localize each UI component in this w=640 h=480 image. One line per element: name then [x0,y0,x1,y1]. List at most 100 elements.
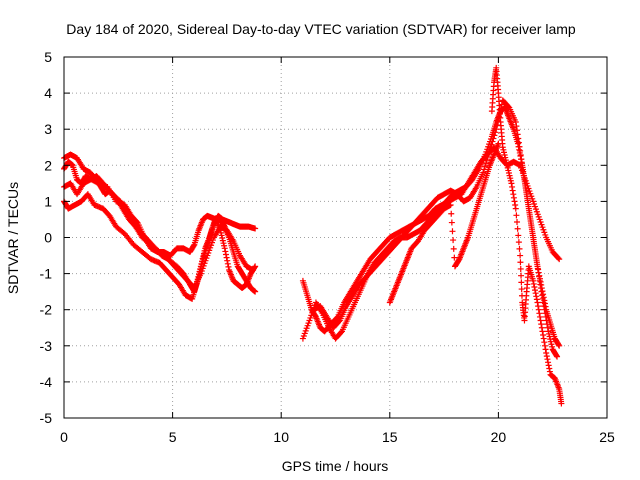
data-point [530,277,537,284]
data-point-interp [527,217,534,224]
data-point [252,288,259,295]
data-point-interp [533,259,540,266]
x-axis-label: GPS time / hours [282,458,389,474]
data-point-interp [555,255,562,262]
data-point-interp [514,219,521,226]
y-tick-labels: -5 -4 -3 -2 -1 0 1 2 3 4 5 [40,49,53,426]
data-point-interp [450,245,457,252]
data-point-interp [522,180,529,187]
data-point-interp [509,187,516,194]
data-point-interp [509,183,516,190]
data-point [480,169,487,176]
data-point-interp [532,290,539,297]
data-point-interp [527,213,534,220]
data-point [486,147,493,154]
series-track-d [61,151,256,292]
data-point [530,234,537,241]
data-point [249,266,256,273]
data-point-interp [537,317,544,324]
data-point-interp [225,263,232,270]
data-point-interp [535,306,542,313]
data-point-interp [528,222,535,229]
data-point [495,140,502,147]
data-point-interp [448,219,455,226]
data-point [543,350,550,357]
data-point [517,147,524,154]
data-point-interp [222,251,229,258]
x-tick-labels: 0 5 10 15 20 25 [60,429,615,445]
data-point-interp [541,339,548,346]
data-point-interp [485,150,492,157]
data-point-interp [540,291,547,298]
data-point-interp [518,279,525,286]
y-tick-label: -1 [40,266,53,282]
data-point-interp [515,232,522,239]
data-point-interp [536,310,543,317]
data-point-interp [538,281,545,288]
series-track-i [386,140,502,306]
data-point-interp [338,329,345,336]
data-point [514,140,521,147]
y-tick-label: 0 [44,230,52,246]
data-point-interp [513,212,520,219]
series-track-c [61,191,259,302]
data-point-interp [541,300,548,307]
data-point-interp [532,246,539,253]
data-point-interp [529,230,536,237]
data-point-interp [523,189,530,196]
data-point-interp [488,141,495,148]
data-point [221,245,228,252]
data-point-interp [543,353,550,360]
data-point-interp [553,352,560,359]
data-point-interp [515,135,522,142]
chart-title: Day 184 of 2020, Sidereal Day-to-day VTE… [66,21,576,37]
data-point-interp [535,303,542,310]
data-point [521,176,528,183]
data-point-interp [482,163,489,170]
x-tick-label: 20 [491,429,507,445]
axis-ticks [63,56,608,419]
data-point [556,256,563,263]
data-point-interp [517,151,524,158]
data-point-interp [530,238,537,245]
data-points [61,64,565,407]
y-tick-label: -3 [40,338,53,354]
data-point-interp [514,225,521,232]
data-point-interp [537,278,544,285]
data-point-interp [516,143,523,150]
data-point-interp [523,193,530,200]
data-point-interp [536,275,543,282]
data-point-interp [514,131,521,138]
data-point-interp [224,260,231,267]
data-point-interp [518,156,525,163]
data-point-interp [515,239,522,246]
data-point-interp [490,135,497,142]
data-point-interp [528,226,535,233]
data-point-interp [487,144,494,151]
data-point-interp [538,321,545,328]
data-point-interp [515,139,522,146]
data-point-interp [520,168,527,175]
data-point [534,299,541,306]
data-point-interp [224,257,231,264]
data-point-interp [544,356,551,363]
x-tick-label: 5 [169,429,177,445]
y-tick-label: 5 [44,49,52,65]
data-point [252,225,259,232]
data-point-interp [512,202,519,209]
data-point-interp [518,160,525,167]
data-point-interp [448,210,455,217]
data-point-interp [517,259,524,266]
data-point [512,118,519,125]
y-tick-label: 1 [44,193,52,209]
data-point-interp [525,201,532,208]
data-point [447,202,454,209]
data-point-interp [533,293,540,300]
data-point [252,263,259,270]
data-point-interp [518,286,525,293]
series-track-h [488,64,565,407]
data-point [538,285,545,292]
data-point-interp [542,303,549,310]
data-point-interp [545,359,552,366]
